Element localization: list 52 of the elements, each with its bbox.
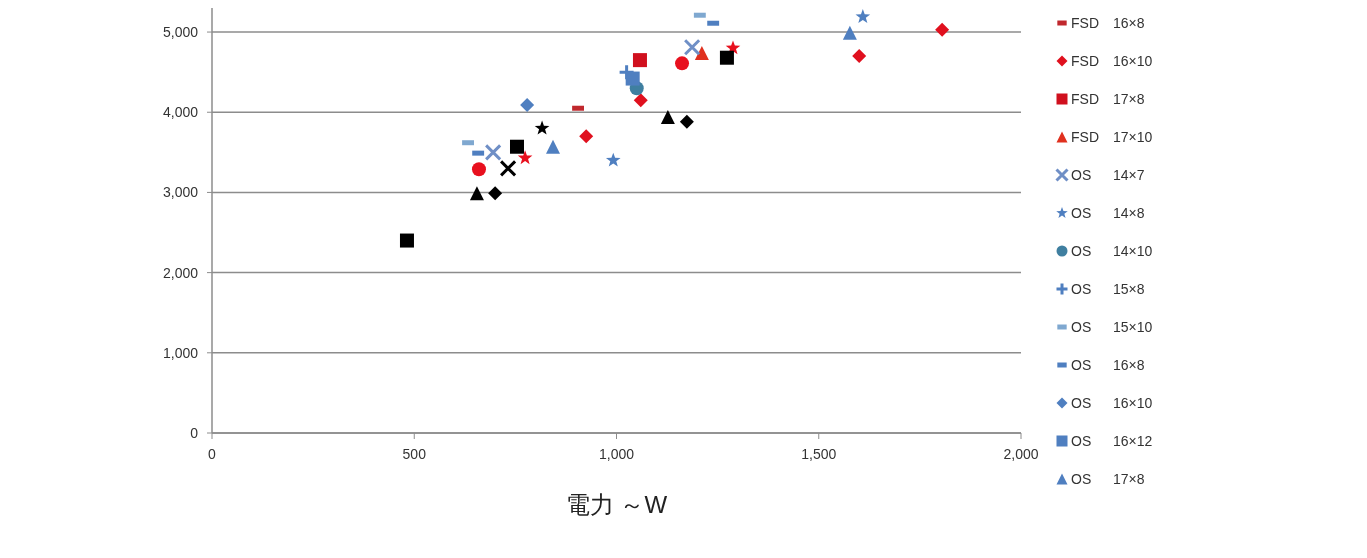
point bbox=[605, 152, 621, 167]
legend-label: FSD 17×10 bbox=[1071, 129, 1153, 145]
point bbox=[488, 186, 503, 201]
x-axis-title: 電力 ～W bbox=[565, 491, 668, 518]
text: OS 14×8 bbox=[1071, 205, 1145, 221]
point bbox=[509, 139, 524, 154]
y-tick-label: 0 bbox=[190, 425, 199, 441]
x-tick-label: 1,000 bbox=[598, 446, 635, 462]
point bbox=[842, 25, 857, 40]
point bbox=[618, 63, 636, 81]
point bbox=[679, 114, 694, 129]
text: OS 14×10 bbox=[1071, 243, 1153, 259]
point bbox=[660, 110, 675, 125]
x-tick-label: 1,500 bbox=[801, 446, 837, 462]
x-tick-label: 0 bbox=[208, 446, 217, 462]
point bbox=[499, 159, 517, 177]
point bbox=[675, 56, 690, 71]
legend-label: FSD 16×8 bbox=[1071, 15, 1145, 31]
legend-label: FSD 16×10 bbox=[1071, 53, 1153, 69]
y-tick-label: 1,000 bbox=[162, 344, 199, 361]
point bbox=[694, 45, 709, 60]
point bbox=[855, 9, 871, 24]
point bbox=[633, 93, 648, 108]
text: OS 17×8 bbox=[1071, 471, 1145, 487]
point bbox=[484, 143, 502, 161]
point bbox=[625, 71, 640, 86]
point bbox=[683, 38, 701, 56]
point bbox=[632, 53, 647, 68]
text: OS 15×8 bbox=[1071, 281, 1145, 297]
text: OS 16×10 bbox=[1071, 395, 1153, 411]
y-tick-label: 3,000 bbox=[162, 184, 199, 201]
point bbox=[471, 162, 486, 177]
point bbox=[852, 49, 867, 64]
text: OS 15×10 bbox=[1071, 319, 1153, 335]
point bbox=[534, 120, 550, 135]
legend-label: FSD 17×8 bbox=[1071, 91, 1145, 107]
point bbox=[935, 22, 950, 37]
y-tick-label: 4,000 bbox=[162, 104, 199, 121]
point bbox=[719, 50, 734, 65]
point bbox=[545, 139, 560, 154]
point bbox=[469, 186, 484, 201]
x-tick-label: 500 bbox=[402, 446, 427, 462]
y-tick-label: 2,000 bbox=[162, 264, 199, 281]
text: OS 16×12 bbox=[1071, 433, 1153, 449]
text: OS 14×7 bbox=[1071, 167, 1145, 183]
x-tick-label: 2,000 bbox=[1003, 446, 1039, 462]
point bbox=[579, 129, 594, 144]
text: OS 16×8 bbox=[1071, 357, 1145, 373]
y-tick-label: 5,000 bbox=[162, 24, 199, 41]
point bbox=[520, 98, 535, 113]
point bbox=[399, 233, 414, 248]
point bbox=[517, 150, 533, 165]
